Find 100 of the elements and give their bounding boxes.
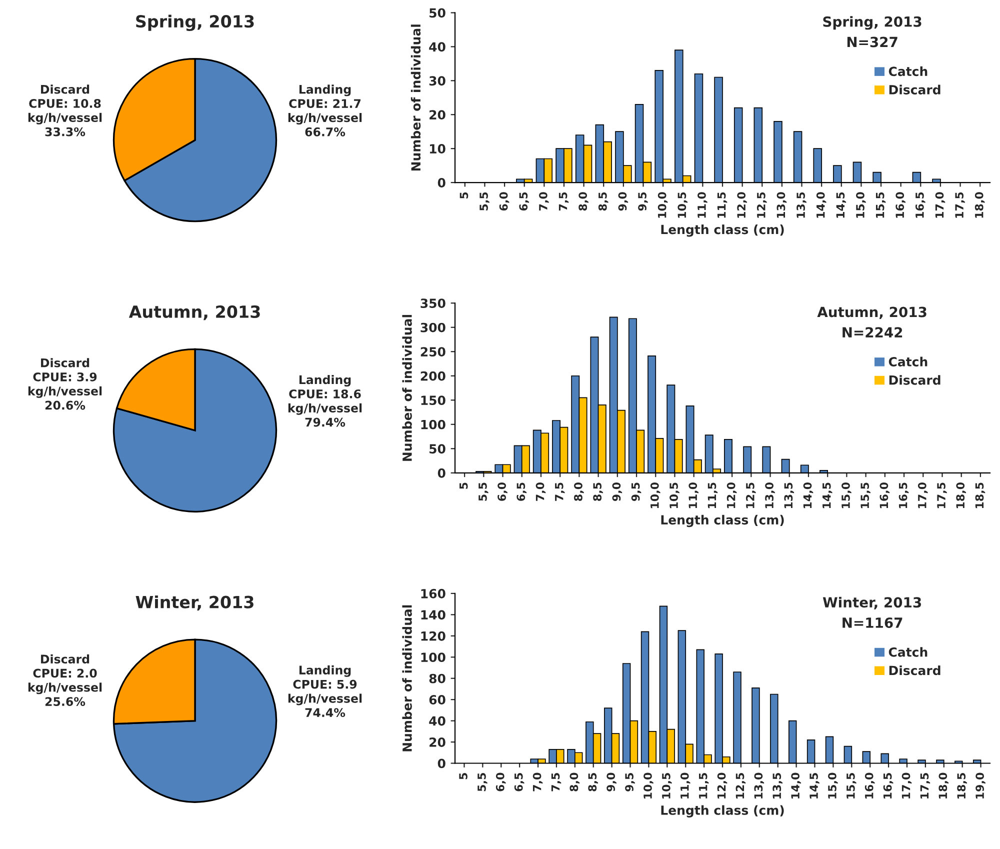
slice-label: Landing bbox=[299, 84, 351, 96]
x-tick-label: 18,5 bbox=[975, 482, 986, 508]
chart-title: Spring, 2013 bbox=[823, 16, 922, 30]
y-tick-label: 0 bbox=[438, 178, 446, 188]
x-tick-label: 8,5 bbox=[588, 773, 598, 792]
x-tick-label: 11,5 bbox=[699, 773, 709, 798]
text: CPUE: 2.0 kg/h/vessel bbox=[28, 668, 102, 694]
x-tick-label: 9,0 bbox=[618, 192, 628, 211]
legend-label: Discard bbox=[889, 84, 940, 94]
y-tick-label: 50 bbox=[430, 444, 446, 454]
x-tick-label: 5,5 bbox=[478, 773, 488, 792]
x-tick-label: 14,0 bbox=[791, 772, 801, 798]
x-tick-label: 9,0 bbox=[606, 772, 616, 792]
x-tick-label: 5 bbox=[460, 482, 468, 489]
y-tick-label: 350 bbox=[420, 298, 446, 308]
x-tick-label: 13,5 bbox=[796, 192, 806, 218]
x-tick-label: 10,5 bbox=[670, 482, 680, 508]
x-tick-label: 15,0 bbox=[842, 482, 852, 508]
y-tick-label: 0 bbox=[438, 468, 446, 478]
x-tick-label: 5 bbox=[460, 192, 468, 198]
x-tick-label: 7,5 bbox=[555, 482, 565, 501]
x-tick-label: 11,0 bbox=[688, 482, 698, 508]
x-tick-label: 15,0 bbox=[828, 772, 838, 798]
x-tick-label: 7,5 bbox=[558, 192, 569, 210]
x-tick-label: 16,0 bbox=[896, 192, 906, 218]
pie-slice bbox=[112, 348, 278, 513]
x-tick-label: 13,5 bbox=[784, 482, 794, 508]
x-tick-label: 16,5 bbox=[915, 192, 926, 218]
x-tick-label: 9,5 bbox=[638, 192, 648, 211]
x-tick-label: 5,5 bbox=[480, 192, 490, 210]
x-tick-label: 15,5 bbox=[846, 773, 856, 798]
x-tick-label: 17,0 bbox=[902, 772, 912, 798]
x-tick-label: 16,0 bbox=[864, 772, 875, 798]
y-tick-label: 300 bbox=[420, 322, 446, 332]
x-tick-label: 7,5 bbox=[551, 773, 562, 792]
x-tick-label: 6,5 bbox=[516, 482, 527, 501]
y-tick-label: 150 bbox=[421, 396, 446, 406]
y-axis-title: Number of individual bbox=[402, 314, 412, 461]
x-tick-label: 11,5 bbox=[708, 482, 718, 508]
x-tick-label: 9,0 bbox=[612, 482, 622, 502]
x-tick-label: 7,0 bbox=[538, 192, 549, 210]
x-tick-label: 12,0 bbox=[717, 772, 728, 798]
data-label: 20.6% bbox=[45, 400, 86, 410]
x-tick-label: 10,0 bbox=[658, 192, 668, 218]
x-tick-label: 9,5 bbox=[631, 482, 642, 502]
x-tick-label: 7,0 bbox=[536, 482, 546, 501]
x-tick-label: 8,0 bbox=[574, 482, 584, 501]
y-tick-label: 20 bbox=[430, 738, 446, 747]
x-tick-label: 13,5 bbox=[772, 773, 782, 798]
x-tick-label: 6,5 bbox=[514, 773, 524, 792]
slice-label: Discard bbox=[41, 358, 90, 368]
y-tick-label: 250 bbox=[420, 347, 446, 357]
slice-label: Landing bbox=[299, 375, 351, 387]
y-tick-label: 100 bbox=[421, 652, 446, 662]
y-tick-label: 0 bbox=[438, 758, 446, 768]
x-tick-label: 17,5 bbox=[955, 192, 965, 218]
legend-label: Catch bbox=[888, 66, 928, 76]
legend-label: Discard bbox=[889, 666, 940, 676]
x-axis-title: Length class (cm) bbox=[661, 514, 784, 528]
y-axis-title: Number of individual bbox=[402, 605, 412, 752]
data-label: 74.4% bbox=[305, 708, 346, 718]
chart-title: Winter, 2013 bbox=[822, 596, 921, 610]
x-tick-label: 17,0 bbox=[935, 192, 946, 218]
x-tick-label: 15,5 bbox=[860, 482, 870, 508]
y-tick-label: 80 bbox=[429, 674, 446, 684]
x-tick-label: 16,5 bbox=[883, 773, 894, 798]
text: CPUE: 21.7 kg/h/vessel bbox=[288, 99, 362, 125]
x-tick-label: 16,5 bbox=[898, 482, 909, 508]
x-tick-label: 6,0 bbox=[496, 772, 506, 792]
x-tick-label: 18,0 bbox=[956, 482, 966, 508]
x-tick-label: 18,5 bbox=[957, 773, 967, 798]
x-tick-label: 10,5 bbox=[678, 192, 688, 218]
chart-title: Autumn, 2013 bbox=[128, 305, 260, 320]
text: N=327 bbox=[847, 36, 898, 48]
y-tick-label: 40 bbox=[429, 716, 446, 726]
x-axis-title: Length class (cm) bbox=[661, 224, 784, 237]
x-tick-label: 8,0 bbox=[578, 192, 588, 211]
data-label: 66.7% bbox=[305, 127, 346, 136]
data-label: 79.4% bbox=[305, 418, 346, 427]
y-tick-label: 160 bbox=[421, 588, 446, 598]
x-tick-label: 19,0 bbox=[976, 772, 986, 798]
x-tick-label: 6,0 bbox=[498, 482, 508, 501]
x-tick-label: 8,5 bbox=[593, 482, 603, 501]
x-tick-label: 8,0 bbox=[570, 772, 580, 792]
x-tick-label: 15,5 bbox=[876, 192, 886, 218]
y-tick-label: 40 bbox=[429, 42, 446, 52]
x-tick-label: 18,0 bbox=[974, 192, 985, 218]
text: N=1167 bbox=[842, 617, 902, 628]
y-tick-label: 50 bbox=[430, 8, 446, 18]
x-tick-label: 10,0 bbox=[644, 772, 654, 798]
x-tick-label: 14,0 bbox=[803, 482, 814, 508]
text: CPUE: 18.6 kg/h/vessel bbox=[288, 389, 362, 415]
x-tick-label: 8,5 bbox=[598, 192, 608, 211]
x-tick-label: 17,0 bbox=[918, 482, 928, 508]
x-tick-label: 10,5 bbox=[662, 773, 672, 798]
x-tick-label: 11,0 bbox=[698, 192, 708, 218]
legend-label: Catch bbox=[888, 356, 928, 366]
y-tick-label: 120 bbox=[421, 631, 446, 641]
x-axis-title: Length class (cm) bbox=[661, 805, 784, 818]
text: CPUE: 3.9 kg/h/vessel bbox=[28, 372, 102, 398]
